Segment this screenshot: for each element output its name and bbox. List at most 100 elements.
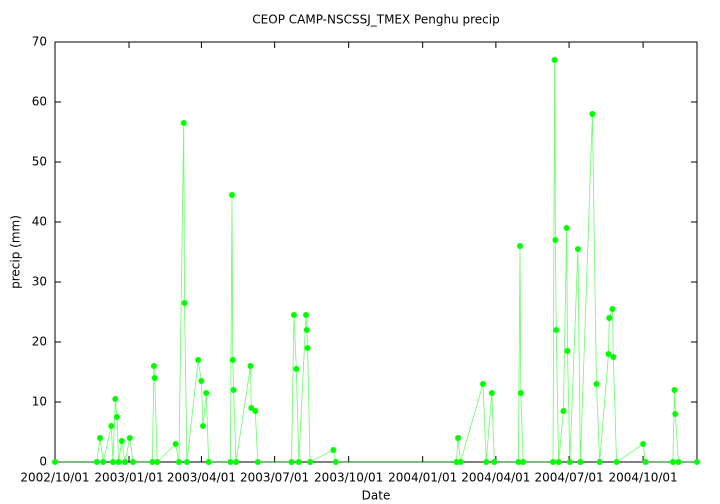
data-point (491, 459, 498, 465)
y-tick-label: 30 (32, 275, 47, 289)
data-point (613, 459, 620, 465)
data-point (118, 438, 125, 444)
data-point (112, 396, 119, 402)
data-point (642, 459, 649, 465)
data-point (560, 408, 567, 414)
data-point (154, 459, 161, 465)
data-point (606, 315, 613, 321)
data-point (151, 375, 158, 381)
data-point (457, 459, 464, 465)
data-point (549, 459, 556, 465)
data-point (555, 459, 562, 465)
y-tick-label: 10 (32, 395, 47, 409)
data-point (93, 459, 100, 465)
data-point (610, 354, 617, 360)
chart-title: CEOP CAMP-NSCSSJ_TMEX Penghu precip (252, 13, 499, 27)
data-point (517, 243, 524, 249)
data-point (574, 246, 581, 252)
data-point (304, 345, 311, 351)
data-point (97, 435, 104, 441)
data-point (303, 312, 310, 318)
data-point (229, 357, 236, 363)
data-point (203, 390, 210, 396)
x-axis-label: Date (362, 489, 391, 503)
data-point (520, 459, 527, 465)
data-point (130, 459, 137, 465)
x-tick-label: 2004/01/01 (388, 471, 457, 485)
y-axis-label: precip (mm) (9, 215, 23, 289)
data-point (552, 237, 559, 243)
data-point (227, 459, 234, 465)
data-point (563, 225, 570, 231)
y-tick-label: 0 (39, 455, 47, 469)
data-point (181, 300, 188, 306)
y-tick-label: 70 (32, 35, 47, 49)
data-point (295, 459, 302, 465)
data-point (183, 459, 190, 465)
data-point (553, 327, 560, 333)
x-tick-label: 2003/10/01 (314, 471, 383, 485)
data-point (330, 447, 337, 453)
data-point (195, 357, 202, 363)
data-point (671, 387, 678, 393)
data-point (100, 459, 107, 465)
data-point (288, 459, 295, 465)
data-point (303, 327, 310, 333)
data-point (480, 381, 486, 387)
data-point (121, 459, 128, 465)
y-tick-label: 40 (32, 215, 47, 229)
y-tick-label: 60 (32, 95, 47, 109)
data-point (596, 459, 603, 465)
data-point (230, 387, 237, 393)
y-tick-label: 20 (32, 335, 47, 349)
data-point (640, 441, 647, 447)
data-point (669, 459, 676, 465)
data-point (113, 414, 120, 420)
data-point (577, 459, 584, 465)
data-point (205, 459, 212, 465)
y-tick-label: 50 (32, 155, 47, 169)
data-point (126, 435, 133, 441)
data-point (254, 459, 261, 465)
data-point (307, 459, 314, 465)
data-point (228, 192, 235, 198)
data-point (672, 411, 679, 417)
data-point (252, 408, 259, 414)
data-point (150, 363, 157, 369)
data-point (247, 363, 254, 369)
data-point (172, 441, 179, 447)
data-point (515, 459, 522, 465)
x-tick-label: 2003/04/01 (167, 471, 236, 485)
data-point (115, 459, 122, 465)
data-point (488, 390, 495, 396)
data-point (694, 459, 700, 465)
x-tick-label: 2002/10/01 (20, 471, 89, 485)
data-point (517, 390, 524, 396)
x-tick-label: 2004/10/01 (609, 471, 678, 485)
data-point (293, 366, 300, 372)
x-tick-label: 2004/07/01 (534, 471, 603, 485)
data-point (180, 120, 187, 126)
data-point (605, 351, 612, 357)
data-point (198, 378, 205, 384)
data-point (149, 459, 156, 465)
data-point (564, 348, 571, 354)
data-point (675, 459, 682, 465)
data-point (233, 459, 240, 465)
data-point (455, 435, 462, 441)
x-tick-label: 2003/01/01 (94, 471, 163, 485)
data-point (109, 459, 116, 465)
data-point (52, 459, 58, 465)
data-point (609, 306, 616, 312)
data-point (332, 459, 339, 465)
data-point (108, 423, 115, 429)
x-tick-label: 2004/04/01 (461, 471, 530, 485)
data-point (593, 381, 600, 387)
data-point (551, 57, 558, 63)
data-point (566, 459, 573, 465)
data-point (290, 312, 297, 318)
data-point (483, 459, 490, 465)
data-point (200, 423, 207, 429)
